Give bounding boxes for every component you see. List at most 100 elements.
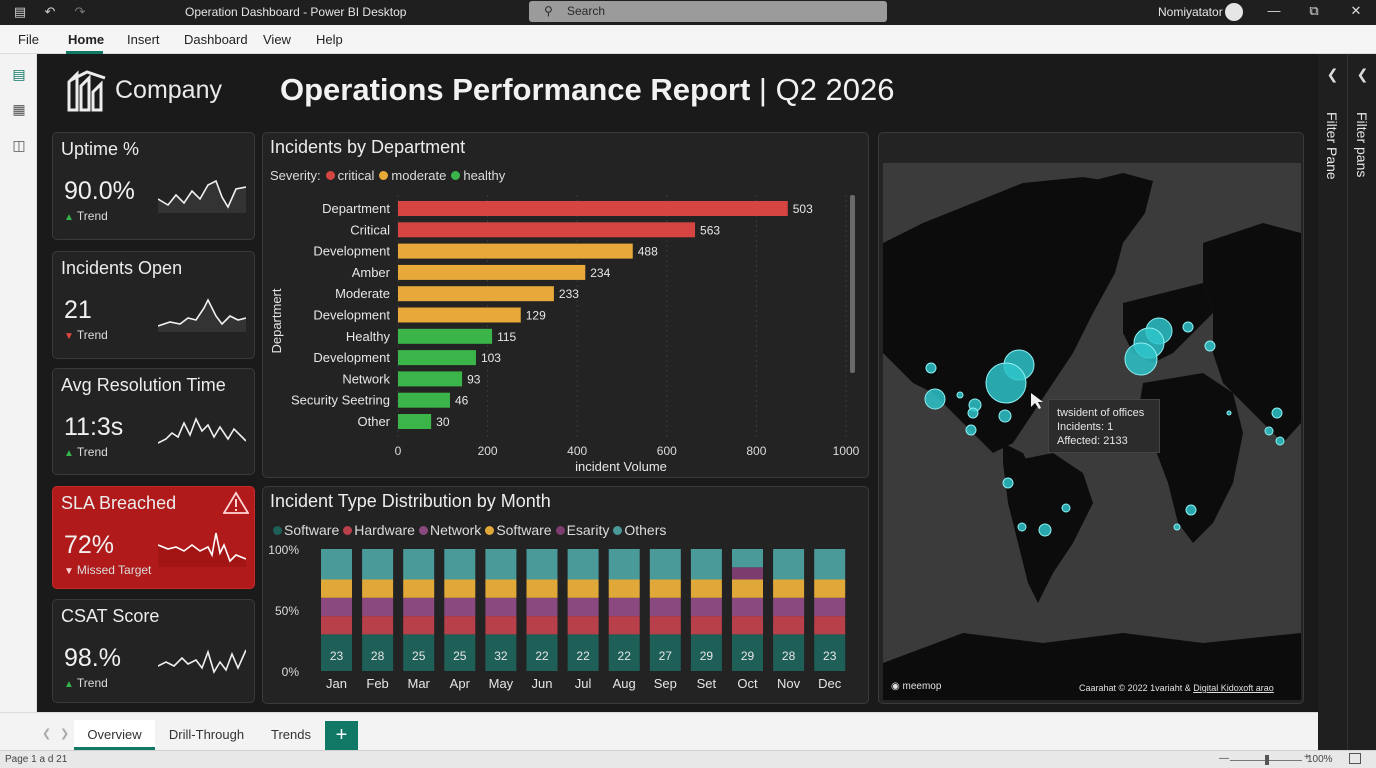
trend-up-icon: ▲ [64, 448, 74, 459]
stack-segment [485, 549, 517, 580]
kpi-trend-label: Trend [76, 209, 108, 223]
menu-dashboard[interactable]: Dashboard [184, 32, 248, 47]
menu-home[interactable]: Home [68, 32, 105, 47]
stack-segment [732, 579, 763, 598]
chart-title: Incidents by Department [270, 137, 466, 157]
bar [398, 264, 586, 280]
legend-healthy[interactable]: healthy [463, 168, 506, 183]
data-label: 30 [436, 415, 450, 429]
data-label: 25 [412, 649, 426, 663]
save-icon[interactable]: ▤ [13, 4, 27, 19]
tab-overview[interactable]: Overview [74, 720, 155, 750]
kpi-csat-score[interactable]: CSAT Score 98.% ▲ Trend [52, 599, 255, 703]
visualizations-pane-collapsed[interactable]: ❮ Filter pans [1347, 54, 1376, 750]
legend-dot-moderate [379, 171, 389, 180]
legend-dot-healthy [451, 171, 461, 180]
map-copyright-link[interactable]: Digital Kidoxoft arao [1193, 683, 1274, 693]
close-icon[interactable]: ✕ [1350, 3, 1362, 18]
legend-item[interactable]: Others [624, 522, 667, 538]
trend-up-icon: ▲ [64, 679, 74, 690]
kpi-value: 21 [64, 296, 92, 324]
chart-title: Incident Type Distribution by Month [270, 491, 551, 511]
undo-icon[interactable]: ↶ [44, 4, 56, 19]
x-tick-label: Sep [654, 676, 677, 691]
category-label: Development [313, 244, 390, 259]
data-label: 129 [526, 309, 546, 323]
trend-down-icon: ▼ [64, 331, 74, 342]
chevron-left-icon[interactable]: ❮ [1356, 66, 1369, 82]
data-label: 46 [455, 394, 469, 408]
data-label: 27 [659, 649, 673, 663]
x-tick-label: Jul [575, 676, 592, 691]
stack-segment [732, 634, 763, 671]
stack-segment [773, 549, 805, 580]
search-box[interactable]: ⚲ Search [529, 1, 887, 22]
table-view-icon[interactable]: ▦ [12, 101, 26, 117]
kpi-uptime[interactable]: Uptime % 90.0% ▲ Trend [52, 132, 255, 240]
stack-segment [321, 579, 352, 598]
bar [398, 286, 554, 302]
category-label: Other [357, 414, 390, 429]
kpi-avg-resolution-time[interactable]: Avg Resolution Time 11:3s ▲ Trend [52, 368, 255, 475]
stack-segment [732, 616, 763, 635]
status-bar: Page 1 a d 21 — + 100% [0, 750, 1376, 768]
stack-segment [526, 549, 558, 580]
stack-segment [773, 634, 805, 671]
x-tick-label: Dec [818, 676, 842, 691]
filter-pane-collapsed[interactable]: ❮ Filter Pane [1318, 54, 1347, 750]
avatar[interactable] [1225, 3, 1243, 21]
map-canvas[interactable]: twsident of offices Incidents: 1 Affecte… [883, 163, 1301, 700]
zoom-in-icon[interactable]: + [1304, 752, 1310, 763]
menu-view[interactable]: View [263, 32, 291, 47]
kpi-incidents-open[interactable]: Incidents Open 21 ▼ Trend [52, 251, 255, 359]
legend-item[interactable]: Network [429, 522, 482, 538]
minimize-icon[interactable]: — [1267, 3, 1281, 18]
x-tick-label: Set [697, 676, 717, 691]
map-copyright: Caarahat © 2022 1variaht & Digital Kidox… [1079, 683, 1274, 693]
x-tick-label: 0 [395, 444, 402, 458]
menu-file[interactable]: File [18, 32, 39, 47]
tab-drill-through[interactable]: Drill-Through [168, 727, 245, 742]
data-label: 23 [330, 649, 344, 663]
add-page-button[interactable]: + [325, 721, 358, 750]
search-placeholder: Search [567, 4, 606, 18]
legend-dot [485, 525, 495, 535]
legend-item[interactable]: Esarity [566, 522, 610, 538]
filter-panes: ❮ Filter Pane ❮ Filter pans [1318, 54, 1376, 750]
fit-to-page-icon[interactable] [1349, 753, 1361, 764]
legend-item[interactable]: Software [284, 522, 340, 538]
company-logo [67, 70, 106, 112]
stack-segment [649, 616, 681, 635]
stack-segment [403, 634, 435, 671]
user-name: Nomiyatator [1158, 5, 1223, 19]
incidents-by-department-chart[interactable]: Incidents by Department Severity: critic… [262, 132, 869, 478]
stack-segment [526, 634, 558, 671]
incident-map[interactable]: twsident of offices Incidents: 1 Affecte… [878, 132, 1304, 704]
tab-next-icon[interactable]: ❯ [60, 728, 70, 740]
legend-critical[interactable]: critical [337, 168, 375, 183]
x-tick-label: Oct [737, 676, 758, 691]
data-label: 22 [576, 649, 590, 663]
menu-help[interactable]: Help [316, 32, 343, 47]
stack-segment [814, 549, 846, 580]
tab-trends[interactable]: Trends [271, 727, 311, 742]
zoom-out-icon[interactable]: — [1219, 753, 1229, 764]
chevron-left-icon[interactable]: ❮ [1326, 66, 1339, 82]
kpi-value: 98.% [64, 644, 121, 672]
page-tabs: ❮ ❯ Overview Drill-Through Trends + [0, 712, 1318, 750]
legend-item[interactable]: Software [496, 522, 552, 538]
bar [398, 328, 493, 344]
kpi-sla-breached[interactable]: SLA Breached 72% ▼ Missed Target [52, 486, 255, 589]
redo-icon[interactable]: ↷ [74, 4, 86, 19]
legend-moderate[interactable]: moderate [391, 168, 447, 183]
stack-segment [444, 597, 476, 617]
trend-down-icon: ▼ [64, 566, 74, 577]
model-view-icon[interactable]: ◫ [12, 137, 26, 153]
tab-prev-icon[interactable]: ❮ [42, 728, 52, 740]
legend-item[interactable]: Hardware [354, 522, 415, 538]
zoom-slider-handle[interactable] [1265, 755, 1269, 765]
restore-icon[interactable]: ⧉ [1309, 3, 1319, 18]
menu-insert[interactable]: Insert [127, 32, 160, 47]
incident-type-distribution-chart[interactable]: Incident Type Distribution by Month Soft… [262, 486, 869, 704]
report-view-icon[interactable]: ▤ [12, 66, 26, 82]
